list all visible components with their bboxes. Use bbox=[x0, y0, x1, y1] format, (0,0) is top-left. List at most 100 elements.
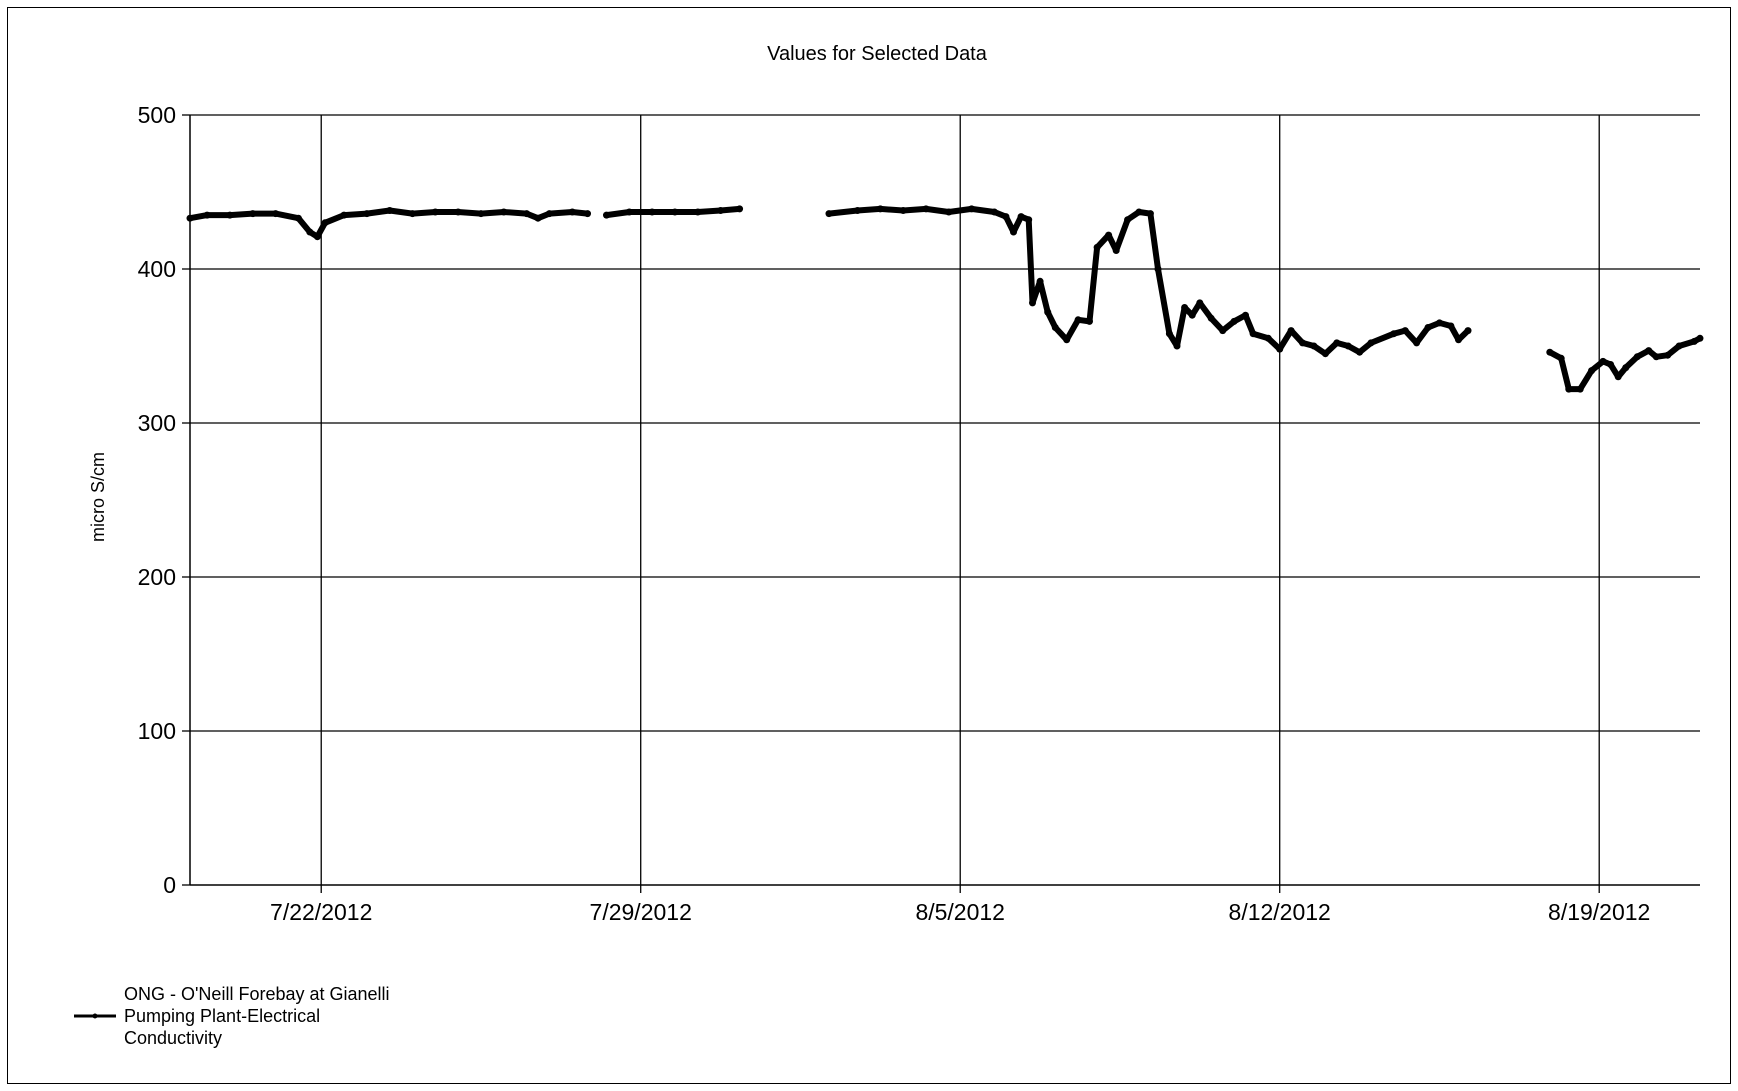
data-point bbox=[1633, 353, 1641, 361]
x-tick-labels: 7/22/2012 7/29/2012 8/5/2012 8/12/2012 8/19/… bbox=[270, 899, 1650, 925]
data-point bbox=[534, 214, 542, 222]
data-point bbox=[272, 210, 280, 218]
data-point bbox=[1367, 339, 1375, 347]
y-tick-label: 0 bbox=[163, 872, 176, 898]
y-tick-label: 400 bbox=[138, 256, 176, 282]
axes bbox=[182, 114, 1700, 893]
data-point bbox=[249, 210, 257, 218]
data-point bbox=[1036, 277, 1044, 285]
data-point bbox=[1230, 317, 1238, 325]
data-point bbox=[1455, 336, 1462, 344]
data-point bbox=[1413, 339, 1421, 347]
data-point bbox=[1264, 334, 1272, 342]
data-point bbox=[854, 207, 861, 214]
data-point bbox=[1017, 213, 1025, 221]
data-point bbox=[1025, 216, 1033, 224]
y-tick-label: 200 bbox=[138, 564, 176, 590]
data-point bbox=[321, 219, 329, 227]
data-point bbox=[1546, 348, 1554, 356]
data-point bbox=[1299, 339, 1306, 347]
data-point bbox=[1565, 385, 1573, 393]
data-point bbox=[386, 207, 394, 214]
legend-marker-icon bbox=[92, 1013, 98, 1019]
x-tick-label: 8/12/2012 bbox=[1229, 899, 1331, 925]
data-point bbox=[1188, 311, 1196, 319]
data-point bbox=[694, 208, 702, 216]
data-point bbox=[454, 208, 462, 216]
y-tick-label: 500 bbox=[138, 102, 176, 128]
data-point bbox=[625, 208, 633, 216]
data-point bbox=[1557, 354, 1565, 362]
data-point bbox=[1002, 213, 1010, 221]
data-point bbox=[1576, 385, 1584, 393]
data-point bbox=[1112, 247, 1120, 254]
data-point bbox=[945, 208, 953, 216]
data-point bbox=[1044, 308, 1052, 316]
data-point bbox=[1690, 337, 1698, 345]
legend-label: ONG - O'Neill Forebay at Gianelli Pumping… bbox=[124, 984, 390, 1048]
data-point bbox=[1146, 210, 1154, 218]
data-point bbox=[1173, 342, 1181, 350]
data-point bbox=[1344, 342, 1352, 350]
data-point bbox=[584, 210, 591, 218]
grid bbox=[190, 114, 1700, 885]
data-point bbox=[1154, 265, 1162, 273]
data-point bbox=[1447, 322, 1455, 330]
data-point bbox=[500, 208, 508, 216]
data-point bbox=[825, 210, 833, 218]
y-axis-label: micro S/cm bbox=[88, 452, 108, 542]
data-point bbox=[1105, 231, 1113, 239]
data-point bbox=[876, 205, 884, 213]
data-point bbox=[1181, 304, 1189, 311]
data-point bbox=[294, 214, 302, 222]
data-point bbox=[1249, 330, 1257, 338]
data-point bbox=[1196, 299, 1204, 307]
series-line-segment bbox=[187, 207, 591, 240]
data-point bbox=[1321, 350, 1329, 358]
x-tick-label: 7/22/2012 bbox=[270, 899, 372, 925]
data-point bbox=[1086, 317, 1093, 325]
data-point bbox=[717, 207, 725, 214]
data-point bbox=[1464, 327, 1472, 335]
data-point bbox=[1124, 216, 1132, 224]
data-point bbox=[1664, 351, 1672, 359]
data-point bbox=[1614, 373, 1622, 381]
data-point bbox=[1051, 324, 1059, 331]
x-tick-label: 7/29/2012 bbox=[590, 899, 692, 925]
data-point bbox=[968, 205, 976, 213]
data-point bbox=[1165, 330, 1173, 338]
data-point bbox=[1310, 342, 1318, 350]
data-point bbox=[1333, 339, 1341, 347]
data-point bbox=[523, 210, 531, 218]
data-point bbox=[1219, 327, 1227, 335]
data-point bbox=[1622, 364, 1630, 372]
data-point bbox=[1607, 361, 1615, 368]
y-tick-label: 100 bbox=[138, 718, 176, 744]
data-point bbox=[1390, 330, 1398, 338]
data-point bbox=[1675, 342, 1683, 350]
x-tick-label: 8/19/2012 bbox=[1548, 899, 1650, 925]
data-point bbox=[203, 211, 211, 219]
data-point bbox=[477, 210, 485, 218]
data-point bbox=[306, 228, 314, 236]
data-point bbox=[1436, 319, 1443, 327]
data-point bbox=[1276, 345, 1284, 353]
y-tick-labels: 0 100 200 300 400 500 bbox=[138, 102, 176, 898]
chart-title: Values for Selected Data bbox=[767, 43, 988, 65]
data-point bbox=[1242, 311, 1249, 319]
data-point bbox=[1287, 327, 1295, 335]
data-point bbox=[736, 205, 744, 213]
data-point bbox=[1645, 347, 1653, 355]
series-layer bbox=[186, 205, 1704, 393]
data-point bbox=[1652, 353, 1660, 361]
data-point bbox=[922, 205, 930, 213]
data-point bbox=[431, 208, 439, 216]
chart-frame bbox=[7, 7, 1731, 1084]
data-point bbox=[1063, 336, 1071, 344]
data-point bbox=[1696, 334, 1704, 342]
data-point bbox=[1135, 208, 1143, 216]
data-point bbox=[186, 214, 194, 222]
y-tick-label: 300 bbox=[138, 410, 176, 436]
data-point bbox=[1010, 228, 1017, 236]
